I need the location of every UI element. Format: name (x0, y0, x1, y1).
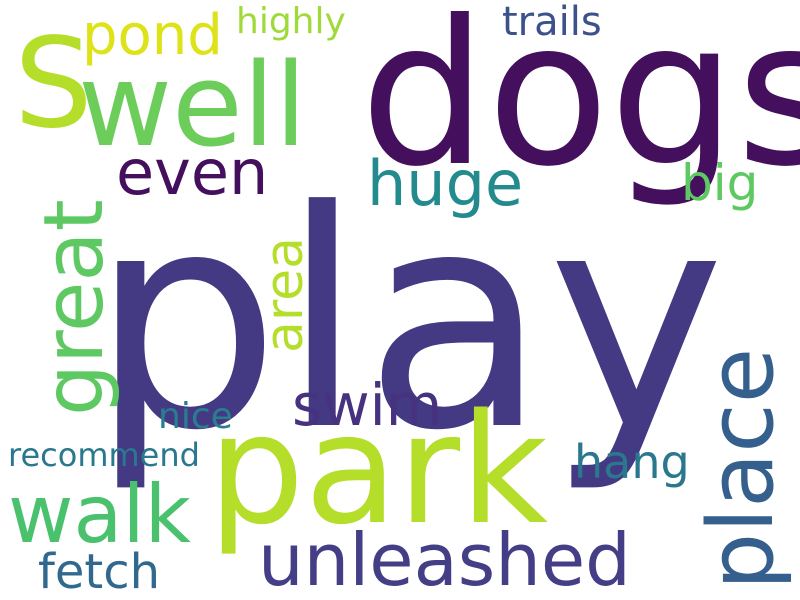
word-play: play (90, 147, 725, 496)
word-well: well (78, 39, 307, 173)
word-pond: pond (82, 3, 223, 68)
word-trails: trails (502, 0, 602, 45)
word-nice: nice (158, 396, 233, 437)
word-recommend: recommend (8, 436, 200, 474)
word-dogs: dogs (360, 0, 800, 211)
word-great: great (27, 199, 122, 416)
word-s: S (14, 12, 93, 156)
word-park: park (208, 381, 548, 558)
word-unleashed: unleashed (258, 518, 631, 600)
word-walk: walk (8, 468, 192, 561)
word-big: big (681, 154, 758, 212)
word-even: even (116, 136, 268, 209)
word-highly: highly (236, 1, 346, 42)
word-place: place (689, 348, 794, 590)
word-swim: swim (292, 371, 442, 439)
word-area: area (255, 237, 315, 353)
word-fetch: fetch (38, 544, 160, 600)
word-huge: huge (367, 147, 523, 220)
word-hang: hang (574, 435, 690, 489)
